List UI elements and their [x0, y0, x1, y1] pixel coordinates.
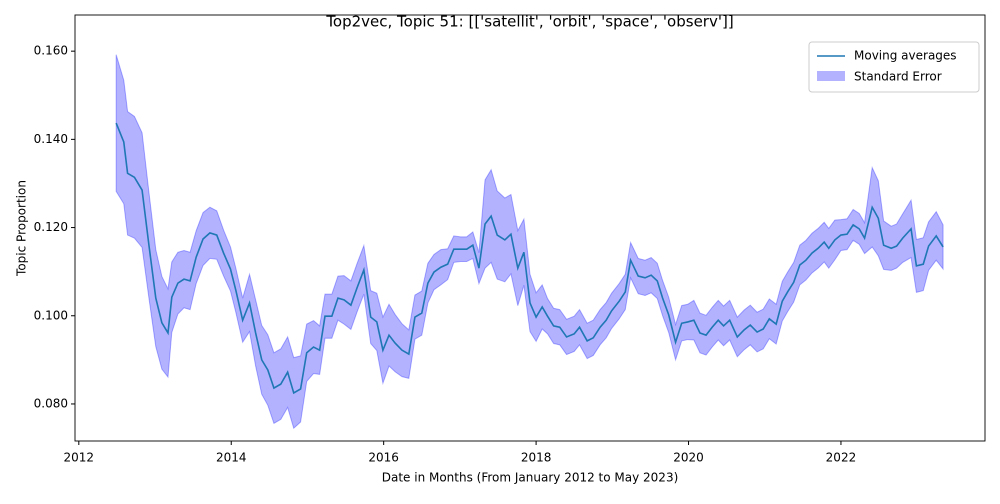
x-tick-label: 2020 — [673, 451, 704, 465]
x-tick-label: 2014 — [216, 451, 247, 465]
y-tick-label: 0.100 — [34, 308, 68, 322]
error-band — [115, 54, 944, 430]
line — [115, 122, 944, 395]
x-axis-label: Date in Months (From January 2012 to May… — [382, 471, 679, 485]
y-tick-label: 0.160 — [34, 44, 68, 58]
legend-band-swatch — [817, 71, 845, 81]
legend-box — [808, 41, 980, 93]
x-tick-label: 2016 — [368, 451, 399, 465]
y-tick-label: 0.120 — [34, 220, 68, 234]
chart-title: Top2vec, Topic 51: [['satellit', 'orbit'… — [325, 13, 733, 31]
x-tick-label: 2012 — [64, 451, 95, 465]
y-axis-label: Topic Proportion — [15, 180, 29, 277]
legend-label: Standard Error — [854, 70, 942, 84]
x-tick-label: 2018 — [521, 451, 552, 465]
x-tick-label: 2022 — [826, 451, 857, 465]
y-tick-label: 0.140 — [34, 132, 68, 146]
legend-label: Moving averages — [854, 49, 957, 63]
y-tick-label: 0.080 — [34, 396, 68, 410]
